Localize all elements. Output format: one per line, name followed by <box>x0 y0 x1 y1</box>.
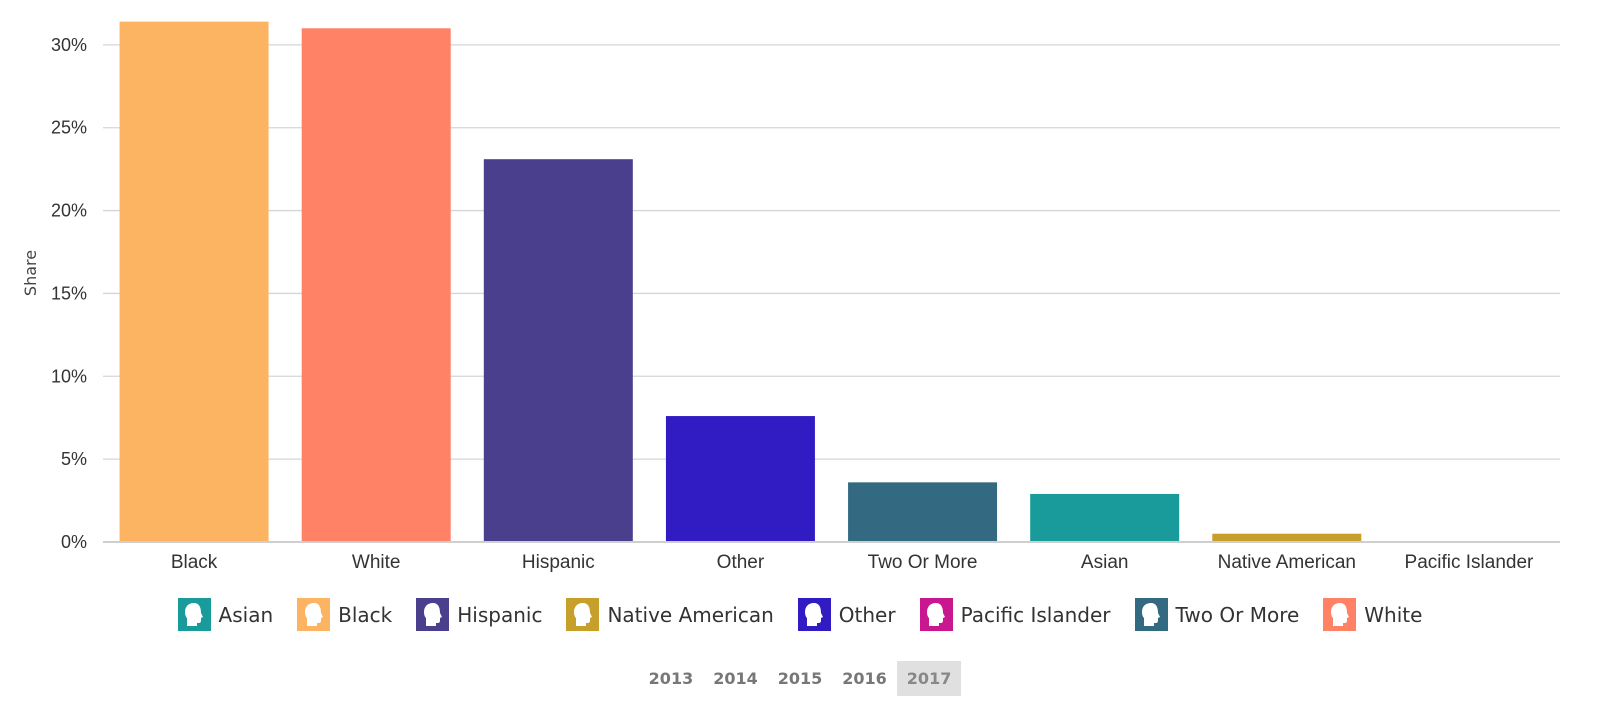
y-axis-ticks: 0% 5% 10% 15% 20% 25% 30% <box>51 35 87 552</box>
legend-item-asian[interactable]: Asian <box>177 598 274 631</box>
year-button-2016[interactable]: 2016 <box>842 669 887 688</box>
legend-label: White <box>1364 602 1423 627</box>
legend-label: Hispanic <box>457 602 543 627</box>
legend-label: Native American <box>607 602 774 627</box>
person-head-icon <box>1134 598 1168 631</box>
legend-item-white[interactable]: White <box>1323 598 1422 631</box>
x-tick-label: Asian <box>1081 552 1129 573</box>
y-tick-label: 25% <box>51 118 87 138</box>
y-tick-label: 5% <box>61 449 87 469</box>
legend-item-native-american[interactable]: Native American <box>566 598 774 631</box>
year-button-2017[interactable]: 2017 <box>896 661 962 696</box>
x-tick-label: Two Or More <box>868 552 978 573</box>
x-tick-label: Pacific Islander <box>1405 552 1535 573</box>
legend-label: Two Or More <box>1175 602 1300 627</box>
bar-black[interactable] <box>119 21 269 542</box>
bar-two-or-more[interactable] <box>848 482 998 542</box>
year-button-2015[interactable]: 2015 <box>777 669 823 688</box>
y-tick-label: 0% <box>61 532 87 552</box>
x-tick-label: White <box>352 552 401 573</box>
bar-hispanic[interactable] <box>483 159 633 542</box>
y-axis-title: Share <box>21 250 40 296</box>
year-button-2014[interactable]: 2014 <box>713 669 758 688</box>
year-button-2013[interactable]: 2013 <box>648 669 694 688</box>
bar-other[interactable] <box>665 416 815 542</box>
legend-label: Pacific Islander <box>960 602 1111 627</box>
bars <box>119 21 1362 543</box>
person-head-icon <box>566 598 600 631</box>
year-selector: 2013 2014 2015 2016 2017 <box>0 661 1600 696</box>
person-head-icon <box>416 598 450 631</box>
legend-label: Black <box>338 602 393 627</box>
legend-item-other[interactable]: Other <box>797 598 896 631</box>
bar-white[interactable] <box>301 28 451 543</box>
person-head-icon <box>297 598 331 631</box>
y-tick-label: 10% <box>51 366 87 386</box>
legend-item-pacific-islander[interactable]: Pacific Islander <box>919 598 1111 631</box>
legend-item-hispanic[interactable]: Hispanic <box>416 598 542 631</box>
person-head-icon <box>797 598 831 631</box>
x-tick-label: Hispanic <box>522 552 595 573</box>
y-tick-label: 15% <box>51 283 87 303</box>
person-head-icon <box>177 598 211 631</box>
bar-chart: 0% 5% 10% 15% 20% 25% 30% Share Black White Hisp… <box>21 21 1560 573</box>
legend-label: Asian <box>218 602 274 627</box>
legend-item-two-or-more[interactable]: Two Or More <box>1134 598 1300 631</box>
person-head-icon <box>1323 598 1357 631</box>
legend-label: Other <box>838 602 896 627</box>
x-tick-label: Native American <box>1218 552 1356 573</box>
person-head-icon <box>919 598 953 631</box>
x-tick-label: Black <box>171 552 218 573</box>
y-tick-label: 20% <box>51 201 87 221</box>
bar-native-american[interactable] <box>1212 533 1362 542</box>
legend-item-black[interactable]: Black <box>297 598 392 631</box>
bar-asian[interactable] <box>1030 493 1180 542</box>
x-tick-label: Other <box>717 552 765 573</box>
legend: Asian Black Hispanic Native American Other Pa… <box>0 598 1600 631</box>
x-axis-labels: Black White Hispanic Other Two Or More Asian N… <box>171 552 1534 573</box>
y-tick-label: 30% <box>51 35 87 55</box>
